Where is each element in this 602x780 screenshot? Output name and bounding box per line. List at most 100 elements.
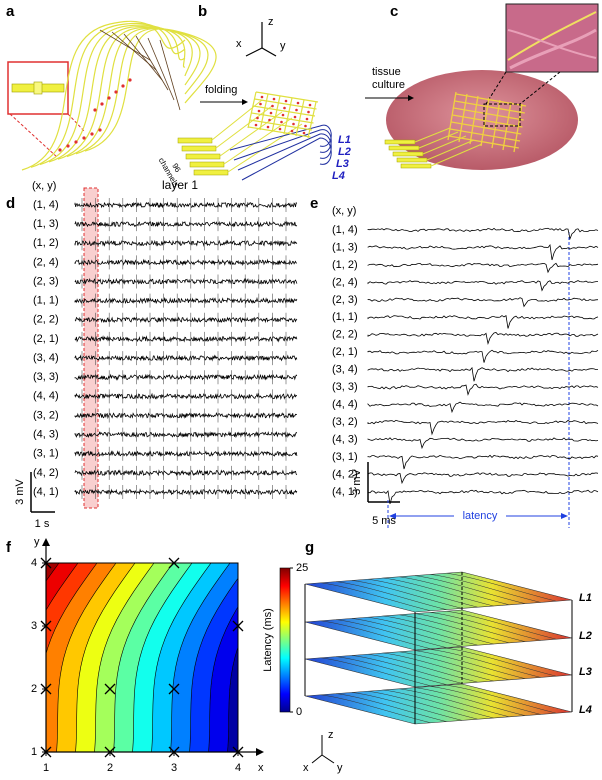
y-tick-label: 4 — [31, 557, 37, 569]
mesh-wire — [271, 95, 281, 133]
y-tick-label: 1 — [31, 746, 37, 758]
mesh-wire — [480, 97, 490, 147]
contour-band — [46, 563, 59, 582]
contour-line — [56, 563, 117, 752]
mesh-wire — [454, 100, 525, 114]
layer-label: L1 — [579, 592, 592, 604]
electrode — [280, 120, 283, 124]
lead — [215, 105, 273, 149]
contour-line — [446, 684, 557, 714]
axis-label: z — [328, 729, 334, 741]
row-label: (2, 1) — [332, 346, 358, 358]
contour-line — [320, 582, 431, 612]
mesh-wire — [469, 95, 479, 145]
panel-label: a — [6, 3, 15, 20]
contour-line — [352, 580, 463, 609]
avg-trace — [367, 262, 599, 274]
electrode — [296, 101, 300, 105]
row-label: (4, 3) — [33, 429, 59, 441]
contact-pad — [189, 161, 225, 168]
electrode — [82, 136, 86, 140]
lead — [422, 135, 467, 155]
contour-line — [352, 692, 463, 721]
y-tick-label: 2 — [31, 683, 37, 695]
lead — [426, 139, 475, 161]
mesh-wire — [283, 97, 293, 135]
contour-line — [75, 563, 136, 752]
electrode-marker — [168, 746, 180, 758]
electrode — [304, 124, 307, 128]
electrode-marker — [232, 620, 244, 632]
axis-label: y — [280, 40, 286, 52]
scale-label: 1 s — [35, 518, 50, 530]
row-label: (4, 3) — [332, 434, 358, 446]
mesh-wire — [295, 99, 305, 137]
contour-band — [46, 563, 97, 654]
contour-band — [113, 563, 192, 752]
mesh-wire — [453, 107, 524, 121]
axis-label: x — [303, 762, 309, 774]
electrode — [58, 148, 62, 152]
raw-trace — [74, 392, 298, 400]
electrode — [271, 104, 274, 108]
mesh-wire — [75, 28, 209, 155]
lead — [430, 143, 483, 167]
contour-line — [414, 613, 525, 642]
mesh-wire — [30, 22, 186, 168]
zoom-box — [483, 103, 521, 127]
mesh-wire — [447, 91, 457, 141]
row-label: (1, 2) — [33, 237, 59, 249]
raw-trace — [74, 316, 298, 324]
contour-line — [399, 651, 510, 681]
x-tick-label: 3 — [171, 762, 177, 774]
contact-pad — [177, 137, 213, 144]
electrode-marker — [40, 746, 52, 758]
contour-line — [94, 563, 155, 752]
contour-line — [320, 620, 431, 650]
folding-illustration — [200, 22, 277, 105]
column-header: (x, y) — [332, 205, 356, 217]
contour-line — [336, 619, 447, 648]
electrode — [74, 140, 78, 144]
arrow-label: tissue — [372, 66, 401, 78]
contour-band — [170, 563, 238, 752]
folded-mesh — [177, 91, 332, 181]
raw-trace — [74, 450, 298, 458]
mesh-wire — [451, 121, 522, 135]
arrow-label: culture — [372, 79, 405, 91]
colorbar — [279, 567, 291, 713]
electrode — [290, 129, 294, 133]
avg-trace — [367, 243, 599, 261]
mesh-wire — [249, 119, 313, 131]
electrode — [307, 110, 310, 114]
layer-label: L3 — [336, 158, 349, 170]
electrode — [281, 113, 285, 117]
layer-plane — [304, 646, 573, 688]
raw-trace — [74, 469, 298, 477]
axis-label: z — [268, 16, 274, 28]
mesh-wire — [48, 26, 186, 163]
contour-line — [399, 688, 510, 718]
mesh-wire — [448, 135, 519, 149]
layer-plane — [304, 571, 573, 613]
mesh-wire — [147, 37, 175, 101]
electrode — [107, 96, 111, 100]
contour-line — [113, 563, 174, 752]
panel-label: d — [6, 195, 15, 212]
row-label: (4, 4) — [332, 399, 358, 411]
mesh-wire — [248, 126, 311, 138]
avg-trace — [367, 366, 599, 382]
electrode — [293, 115, 297, 119]
electrode — [114, 90, 118, 94]
axis-label: x — [258, 762, 264, 774]
panel-label: g — [305, 539, 314, 556]
avg-trace — [367, 349, 599, 363]
contour-line — [46, 563, 98, 655]
lead — [418, 131, 459, 149]
electrode-marker — [40, 557, 52, 569]
contact-pad — [396, 157, 428, 163]
row-label: (4, 1) — [332, 486, 358, 498]
electrode — [121, 84, 125, 88]
lead — [227, 123, 303, 173]
x-tick-label: 1 — [43, 762, 49, 774]
